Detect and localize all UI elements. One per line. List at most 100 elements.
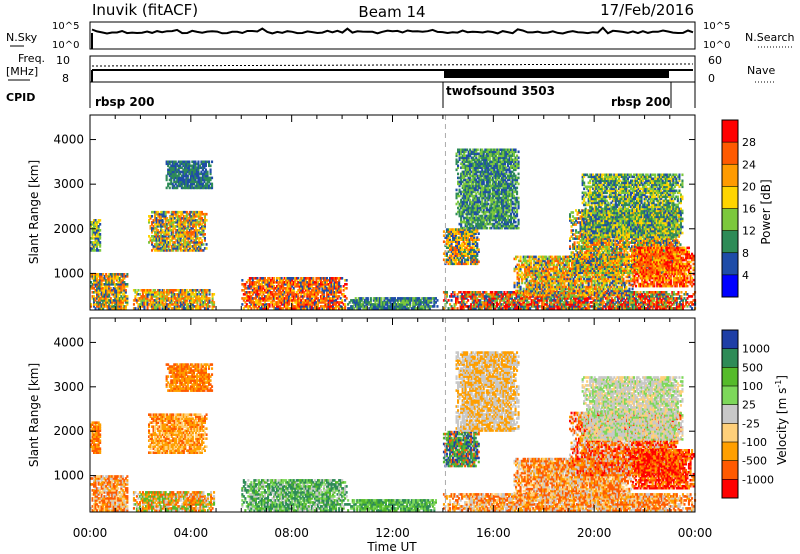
heatmap-cell <box>456 250 459 253</box>
heatmap-cell <box>97 287 100 290</box>
heatmap-cell <box>277 307 280 310</box>
heatmap-cell <box>322 295 325 298</box>
heatmap-cell <box>197 170 200 174</box>
heatmap-cell <box>158 289 161 292</box>
heatmap-cell <box>213 301 216 304</box>
heatmap-cell <box>176 176 179 180</box>
heatmap-cell <box>196 223 199 226</box>
heatmap-cell <box>169 225 172 228</box>
heatmap-cell <box>146 305 149 308</box>
heatmap-cell <box>351 307 354 310</box>
heatmap-cell <box>341 299 344 302</box>
heatmap-cell <box>99 277 102 280</box>
heatmap-cell <box>167 243 170 246</box>
heatmap-cell <box>194 180 197 184</box>
heatmap-cell <box>273 289 276 292</box>
heatmap-cell <box>319 285 322 288</box>
heatmap-cell <box>155 221 158 224</box>
heatmap-cell <box>450 254 453 257</box>
freq-tick-bottom: 8 <box>62 72 69 85</box>
heatmap-cell <box>276 307 279 310</box>
heatmap-cell <box>112 291 115 294</box>
heatmap-cell <box>383 301 386 304</box>
heatmap-cell <box>121 283 124 286</box>
heatmap-cell <box>383 305 386 308</box>
heatmap-cell <box>193 212 196 216</box>
heatmap-cell <box>365 307 368 310</box>
heatmap-cell <box>120 287 123 290</box>
heatmap-cell <box>99 223 102 226</box>
heatmap-cell <box>288 307 291 310</box>
heatmap-cell <box>254 293 257 296</box>
heatmap-cell <box>295 277 298 280</box>
heatmap-cell <box>307 277 310 280</box>
heatmap-cell <box>459 236 462 239</box>
heatmap-cell <box>247 295 250 298</box>
heatmap-cell <box>253 301 256 304</box>
heatmap-cell <box>312 289 315 292</box>
heatmap-cell <box>173 168 176 172</box>
heatmap-cell <box>174 166 177 170</box>
heatmap-cell <box>96 233 99 236</box>
heatmap-cell <box>94 235 97 238</box>
heatmap-cell <box>191 247 194 250</box>
heatmap-cell <box>197 182 200 186</box>
heatmap-cell <box>109 279 112 282</box>
heatmap-cell <box>206 176 209 180</box>
heatmap-cell <box>368 303 371 306</box>
heatmap-cell <box>419 305 422 308</box>
heatmap-cell <box>196 305 199 308</box>
heatmap-cell <box>332 291 335 294</box>
heatmap-cell <box>172 247 175 250</box>
heatmap-cell <box>185 186 188 190</box>
heatmap-cell <box>200 289 203 292</box>
heatmap-cell <box>163 289 166 292</box>
heatmap-cell <box>193 229 196 232</box>
heatmap-cell <box>285 303 288 306</box>
heatmap-cell <box>303 285 306 288</box>
heatmap-cell <box>312 279 315 282</box>
heatmap-cell <box>93 287 96 290</box>
heatmap-cell <box>176 241 179 244</box>
heatmap-cell <box>267 299 270 302</box>
heatmap-cell <box>203 160 206 164</box>
heatmap-cell <box>245 293 248 296</box>
heatmap-cell <box>274 291 277 294</box>
heatmap-cell <box>181 249 184 252</box>
heatmap-cell <box>134 297 137 300</box>
heatmap-cell <box>461 242 464 245</box>
heatmap-cell <box>121 307 124 310</box>
heatmap-cell <box>197 223 200 226</box>
heatmap-cell <box>301 277 304 280</box>
heatmap-cell <box>251 285 254 288</box>
heatmap-cell <box>140 299 143 302</box>
heatmap-cell <box>185 180 188 184</box>
heatmap-cell <box>325 303 328 306</box>
heatmap-cell <box>406 301 409 304</box>
heatmap-cell <box>455 242 458 245</box>
heatmap-cell <box>168 168 171 172</box>
heatmap-cell <box>312 307 315 310</box>
heatmap-cell <box>467 254 470 257</box>
heatmap-cell <box>97 275 100 278</box>
heatmap-cell <box>164 237 167 240</box>
heatmap-cell <box>378 307 381 310</box>
heatmap-cell <box>341 293 344 296</box>
heatmap-cell <box>245 305 248 308</box>
heatmap-cell <box>165 178 168 182</box>
heatmap-cell <box>211 176 214 180</box>
heatmap-cell <box>322 281 325 284</box>
heatmap-cell <box>322 307 325 310</box>
heatmap-cell <box>467 228 470 231</box>
heatmap-cell <box>267 289 270 292</box>
heatmap-cell <box>188 297 191 300</box>
heatmap-cell <box>449 246 452 249</box>
heatmap-cell <box>288 281 291 284</box>
heatmap-cell <box>93 223 96 226</box>
heatmap-cell <box>211 297 214 300</box>
heatmap-cell <box>176 233 179 236</box>
heatmap-cell <box>291 303 294 306</box>
heatmap-cell <box>120 283 123 286</box>
heatmap-cell <box>192 160 195 164</box>
heatmap-cell <box>173 166 176 170</box>
